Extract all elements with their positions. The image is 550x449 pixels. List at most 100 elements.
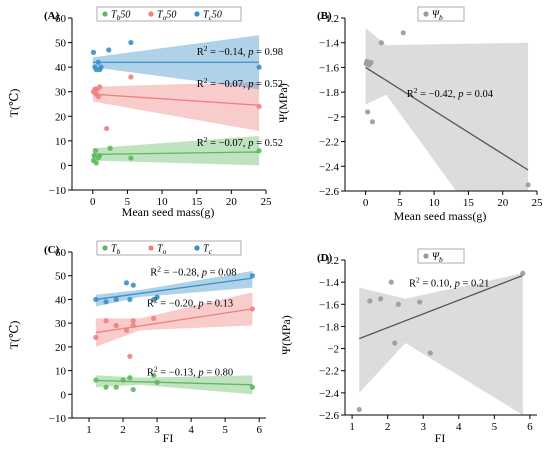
x-axis-label: Mean seed mass(g)	[122, 205, 215, 219]
y-tick-label: 30	[55, 318, 67, 330]
legend-marker	[423, 11, 429, 17]
data-point	[127, 375, 133, 381]
y-axis-label: T(℃)	[7, 321, 21, 350]
x-tick-label: 5	[492, 421, 498, 433]
data-point	[154, 294, 160, 300]
legend-marker	[423, 253, 429, 259]
stat-annotation: R2 = −0.28, p = 0.08	[150, 265, 236, 279]
data-point	[113, 296, 119, 303]
data-point	[113, 322, 119, 329]
legend-marker	[148, 11, 154, 17]
confidence-band	[92, 135, 260, 166]
data-point	[130, 282, 136, 288]
data-point	[95, 59, 101, 65]
panel-d: 1 2 3 4 5 6 −2.6 −2.4 −2.2 −2 −1.8 −1.6 −1.4 −1.2 FI Ψ(…	[279, 248, 537, 445]
panel-a: 0 5 10 15 20 25 −10 0 10 20 30 40 50 60 Mean seed mass…	[7, 6, 283, 219]
x-tick-label: 4	[188, 424, 194, 436]
plot-area	[93, 270, 255, 395]
x-tick-label: 1	[349, 421, 355, 433]
stat-annotation: R2 = −0.14, p = 0.98	[197, 44, 283, 58]
x-tick-label: 20	[226, 196, 238, 208]
data-point	[377, 296, 384, 302]
data-point	[154, 379, 160, 386]
panel-b: 0 5 10 15 20 25 −2.6 −2.4 −2.2 −2 −1.8 −1.6 −1.4 −1.2…	[276, 6, 544, 223]
y-tick-label: −2.2	[319, 366, 339, 378]
x-axis-label: FI	[163, 431, 174, 445]
panel-label: (C)	[44, 244, 60, 256]
legend-entry: Tb	[111, 244, 121, 257]
y-tick-label: −2.6	[319, 186, 339, 198]
data-point	[356, 406, 362, 413]
data-point	[104, 125, 110, 132]
confidence-band	[359, 273, 523, 415]
legend-marker	[148, 245, 154, 251]
x-tick-label: 4	[456, 421, 462, 433]
x-axis-label: Mean seed mass(g)	[394, 209, 487, 223]
legend: Tb To Tc	[96, 240, 242, 257]
y-tick-label: −2.4	[319, 161, 339, 173]
x-tick-label: 25	[532, 197, 544, 209]
data-point	[151, 315, 157, 321]
data-point	[97, 84, 103, 90]
confidence-band	[365, 27, 529, 191]
legend-entry: To	[157, 244, 167, 257]
y-tick-label: 20	[55, 111, 67, 123]
y-tick-label: −1.4	[319, 277, 339, 289]
y-tick-label: −1.4	[319, 38, 339, 50]
y-tick-label: 60	[55, 13, 67, 25]
x-tick-label: 20	[497, 197, 509, 209]
data-point	[368, 59, 374, 66]
x-axis-label: FI	[435, 431, 446, 445]
data-point	[256, 64, 262, 70]
y-tick-label: −2.6	[319, 410, 339, 422]
panel-label: (B)	[317, 10, 332, 22]
data-point	[400, 30, 406, 36]
y-axis-label: T(℃)	[7, 89, 21, 118]
data-point	[93, 160, 99, 166]
y-tick-label: 40	[55, 294, 67, 306]
stat-annotation: R2 = −0.20, p = 0.13	[147, 296, 233, 310]
legend-box	[96, 240, 242, 256]
data-point	[92, 148, 99, 154]
data-point	[365, 109, 371, 115]
x-tick-label: 5	[125, 196, 131, 208]
y-tick-label: −10	[49, 185, 67, 197]
x-tick-label: 0	[90, 196, 96, 208]
confidence-band	[95, 292, 253, 347]
x-tick-label: 25	[261, 196, 273, 208]
data-point	[106, 47, 112, 53]
legend-marker	[194, 11, 200, 17]
data-point	[127, 296, 133, 303]
y-tick-label: −1.8	[319, 87, 339, 99]
legend: Tb50 To50 Tc50	[96, 6, 242, 22]
fit-line	[92, 93, 260, 106]
plot-area	[90, 35, 262, 166]
x-tick-label: 1	[86, 424, 92, 436]
data-point	[90, 49, 97, 56]
data-point	[113, 384, 119, 390]
y-tick-label: −10	[49, 413, 67, 425]
data-point	[249, 273, 255, 279]
y-tick-label: −1.2	[319, 13, 339, 25]
y-tick-label: 50	[55, 271, 67, 283]
x-tick-label: 3	[420, 421, 426, 433]
data-point	[128, 74, 134, 80]
data-point	[107, 145, 113, 151]
data-point	[427, 350, 433, 356]
data-point	[369, 119, 376, 125]
x-tick-label: 6	[527, 421, 533, 433]
data-point	[367, 298, 373, 304]
data-point	[395, 301, 401, 307]
x-tick-label: 0	[363, 197, 369, 209]
confidence-band	[92, 81, 260, 132]
stat-annotation: R2 = 0.10, p = 0.21	[409, 276, 489, 290]
data-point	[128, 39, 134, 46]
y-tick-label: 30	[55, 87, 67, 99]
data-point	[91, 153, 97, 159]
panel-label: (A)	[44, 10, 60, 22]
legend-marker	[194, 245, 200, 251]
plot-area	[356, 270, 526, 415]
x-tick-label: 5	[397, 197, 403, 209]
legend-entry: Ψb	[432, 10, 443, 23]
